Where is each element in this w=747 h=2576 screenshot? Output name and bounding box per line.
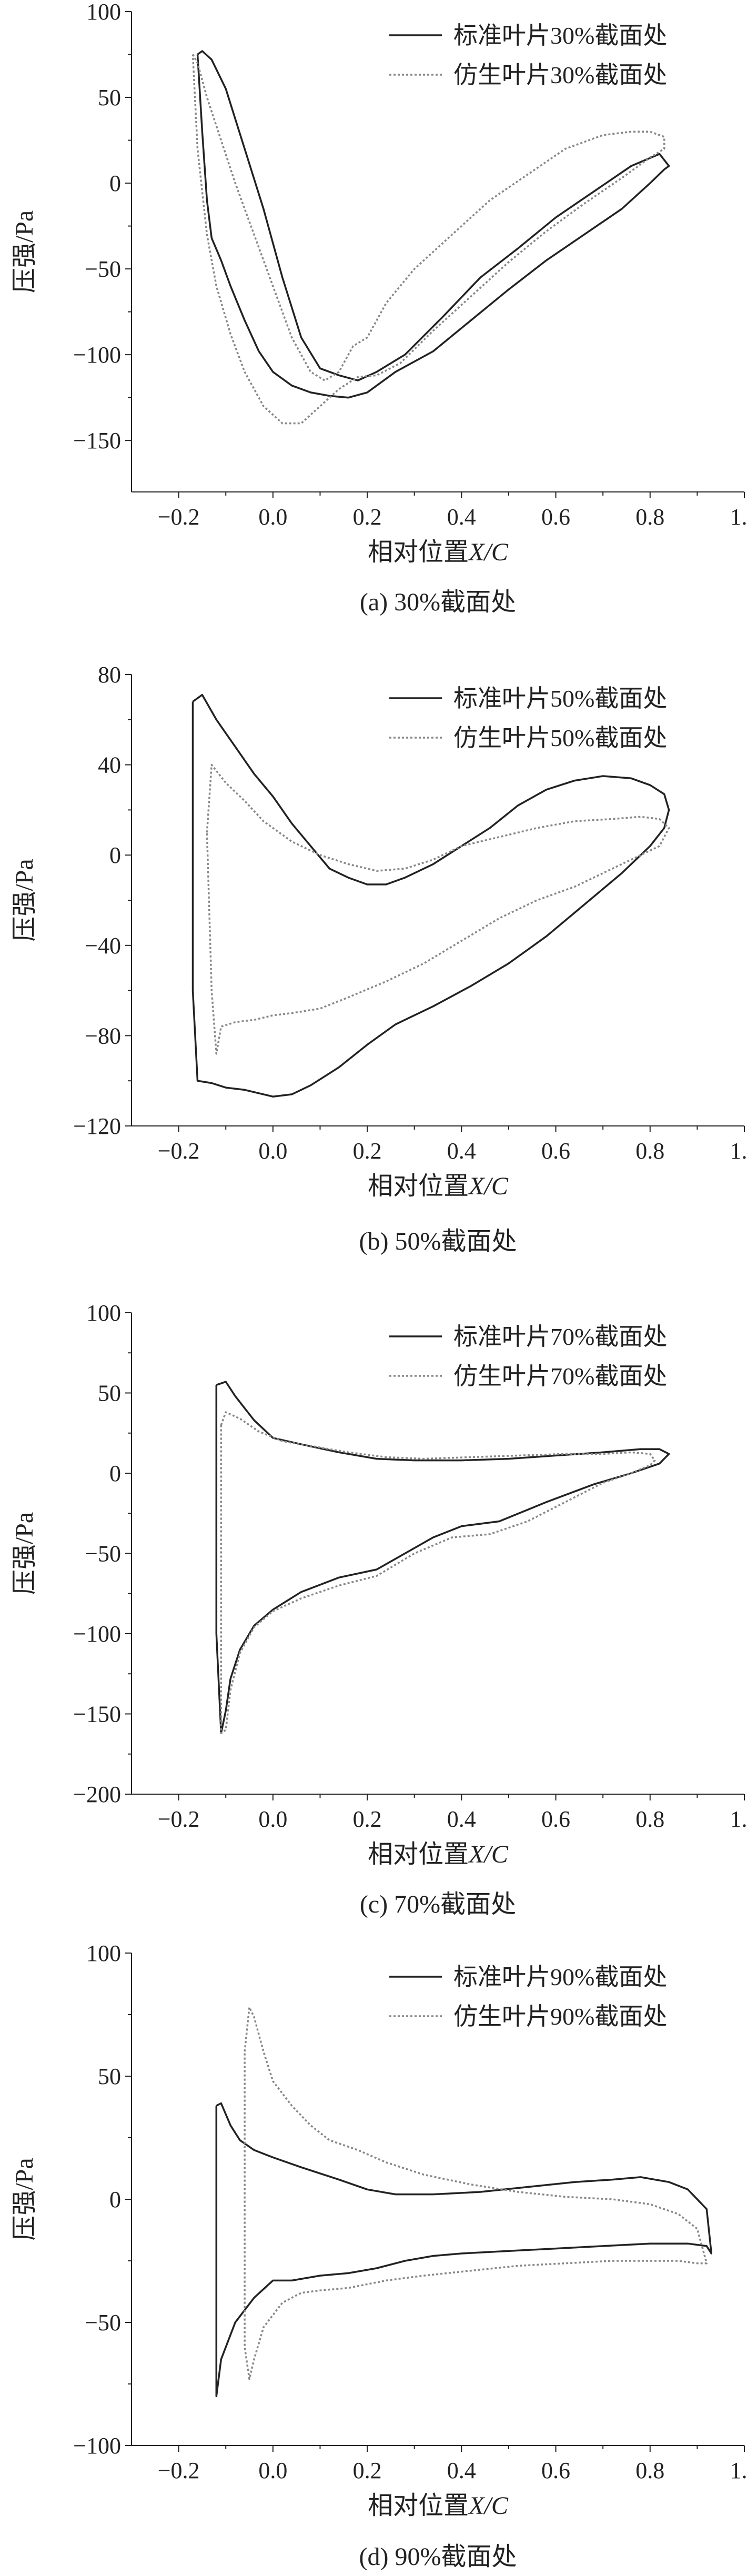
x-tick-label: 0.4 <box>447 504 476 530</box>
series-line <box>215 1381 670 1734</box>
x-axis-title-prefix: 相对位置 <box>368 2492 469 2520</box>
y-tick-label: 50 <box>98 2064 121 2089</box>
x-tick-label: −0.2 <box>158 1138 200 1164</box>
y-tick-label: −80 <box>85 1023 121 1049</box>
y-tick-label: −150 <box>73 428 121 454</box>
series-line <box>215 2102 713 2398</box>
x-axis-title-prefix: 相对位置 <box>368 538 469 566</box>
x-tick-label: 0.2 <box>353 2458 382 2483</box>
x-axis-title: 相对位置X/C <box>368 1840 509 1868</box>
panel-caption: (d) 90%截面处 <box>359 2543 517 2571</box>
y-tick-label: −100 <box>73 1621 121 1647</box>
x-axis-title-variable: X/C <box>468 2492 509 2520</box>
legend-label: 仿生叶片30%截面处 <box>453 62 667 88</box>
series-line <box>244 2006 708 2380</box>
y-axis-title: 压强/Pa <box>11 2158 38 2240</box>
x-tick-label: 0.2 <box>353 504 382 530</box>
legend-label: 仿生叶片50%截面处 <box>453 724 667 751</box>
y-tick-label: −150 <box>73 1702 121 1727</box>
y-tick-label: 80 <box>98 662 121 688</box>
legend-label: 标准叶片50%截面处 <box>453 685 667 712</box>
y-tick-label: −50 <box>85 1541 121 1567</box>
panel-a: −150 −100 −50 0 50 100 −0.2 0.0 0.2 0.4 0.6 0.8 1.0 压… <box>11 0 747 616</box>
x-tick-label: 0.8 <box>635 1806 664 1832</box>
y-axis-title: 压强/Pa <box>11 210 38 293</box>
x-tick-label: 0.6 <box>541 1138 570 1164</box>
x-tick-label: 0.0 <box>258 504 287 530</box>
x-tick-label: 0.0 <box>258 1138 287 1164</box>
x-axis-title-prefix: 相对位置 <box>368 1840 469 1868</box>
x-tick-label: 1.0 <box>730 2458 747 2483</box>
legend-label: 标准叶片30%截面处 <box>453 22 667 49</box>
y-tick-label: 100 <box>86 0 121 25</box>
x-tick-label: 0.6 <box>541 1806 570 1832</box>
legend-label: 仿生叶片70%截面处 <box>453 1363 667 1390</box>
series-line <box>191 693 670 1098</box>
y-tick-label: −40 <box>85 933 121 959</box>
y-tick-label: 100 <box>86 1940 121 1966</box>
y-tick-label: −100 <box>73 342 121 368</box>
panel-c: −200 −150 −100 −50 0 50 100 −0.2 0.0 0.2 0.4 0.6 0.8… <box>11 1300 747 1918</box>
x-tick-label: 0.8 <box>635 2458 664 2483</box>
x-tick-label: 0.8 <box>635 504 664 530</box>
legend-label: 仿生叶片90%截面处 <box>453 2003 667 2030</box>
series-line <box>191 54 665 425</box>
x-tick-label: 0.6 <box>541 504 570 530</box>
y-tick-label: 0 <box>109 170 121 196</box>
y-tick-label: 0 <box>109 842 121 868</box>
series-line <box>220 1411 656 1734</box>
y-tick-label: −50 <box>85 2310 121 2336</box>
y-tick-label: −200 <box>73 1782 121 1807</box>
y-axis-title: 压强/Pa <box>11 859 38 941</box>
x-tick-label: −0.2 <box>158 1806 200 1832</box>
x-tick-label: 0.0 <box>258 1806 287 1832</box>
x-axis-title: 相对位置X/C <box>368 2492 509 2520</box>
x-axis-title: 相对位置X/C <box>368 538 509 566</box>
y-tick-label: 100 <box>86 1300 121 1326</box>
y-tick-label: −50 <box>85 256 121 282</box>
x-tick-label: 1.0 <box>730 1806 747 1832</box>
legend-label: 标准叶片70%截面处 <box>453 1323 667 1350</box>
x-tick-label: 0.4 <box>447 1138 476 1164</box>
y-tick-label: 0 <box>109 1461 121 1486</box>
x-axis-title-prefix: 相对位置 <box>368 1172 469 1200</box>
x-tick-label: 0.8 <box>635 1138 664 1164</box>
series-line <box>206 763 670 1055</box>
x-tick-label: 0.2 <box>353 1806 382 1832</box>
panel-caption: (a) 30%截面处 <box>360 588 516 616</box>
x-tick-label: 0.6 <box>541 2458 570 2483</box>
panel-caption: (c) 70%截面处 <box>360 1890 516 1918</box>
x-tick-label: 1.0 <box>730 1138 747 1164</box>
y-tick-label: −100 <box>73 2433 121 2459</box>
y-tick-label: −120 <box>73 1113 121 1139</box>
x-tick-label: 1.0 <box>730 504 747 530</box>
legend-label: 标准叶片90%截面处 <box>453 1964 667 1990</box>
x-tick-label: 0.4 <box>447 1806 476 1832</box>
series-line <box>196 50 670 399</box>
panel-b: −120 −80 −40 0 40 80 −0.2 0.0 0.2 0.4 0.6 0.8 1.0 压强/… <box>11 662 747 1255</box>
y-tick-label: 50 <box>98 1381 121 1406</box>
panel-d: −100 −50 0 50 100 −0.2 0.0 0.2 0.4 0.6 0.8 1.0 压强/Pa… <box>11 1940 747 2571</box>
x-axis-title: 相对位置X/C <box>368 1172 509 1200</box>
y-axis-title: 压强/Pa <box>11 1512 38 1595</box>
x-tick-label: −0.2 <box>158 2458 200 2483</box>
y-tick-label: 40 <box>98 752 121 778</box>
x-axis-title-variable: X/C <box>468 1172 509 1200</box>
y-tick-label: 50 <box>98 85 121 110</box>
x-tick-label: −0.2 <box>158 504 200 530</box>
x-tick-label: 0.0 <box>258 2458 287 2483</box>
x-axis-title-variable: X/C <box>468 538 509 566</box>
x-tick-label: 0.2 <box>353 1138 382 1164</box>
x-tick-label: 0.4 <box>447 2458 476 2483</box>
y-tick-label: 0 <box>109 2187 121 2212</box>
x-axis-title-variable: X/C <box>468 1840 509 1868</box>
panel-caption: (b) 50%截面处 <box>359 1227 517 1255</box>
